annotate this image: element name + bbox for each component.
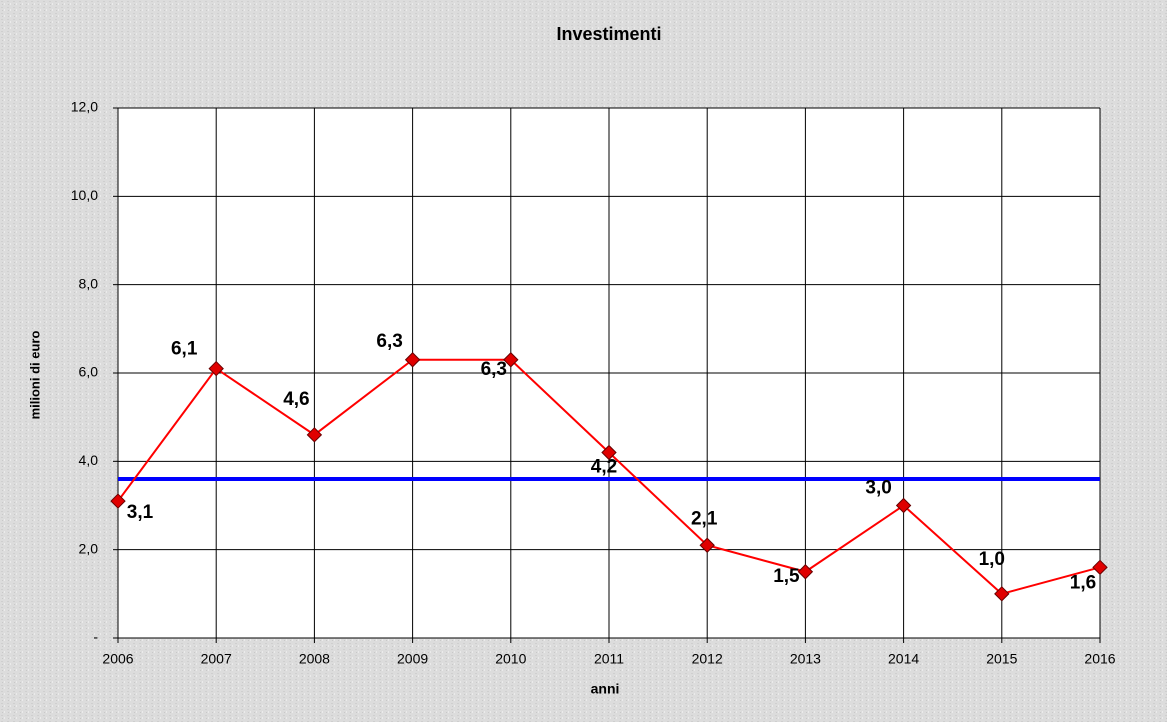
x-tick-label: 2013 (790, 651, 821, 667)
marker (503, 352, 519, 368)
marker (601, 444, 617, 461)
x-tick-label: 2012 (692, 651, 723, 667)
marker (895, 497, 912, 514)
value-label: 4,2 (591, 457, 617, 478)
y-tick-label: - (93, 629, 98, 645)
y-axis-label: milioni di euro (27, 331, 42, 420)
x-tick-label: 2007 (201, 651, 232, 667)
y-tick-label: 8,0 (79, 275, 99, 291)
x-tick-label: 2009 (397, 651, 428, 667)
x-axis-label: anni (591, 681, 620, 697)
x-tick-label: 2011 (594, 651, 624, 667)
value-label: 1,5 (773, 566, 800, 587)
value-label: 6,3 (376, 331, 402, 352)
y-tick-label: 10,0 (71, 187, 98, 203)
y-tick-label: 2,0 (79, 540, 99, 556)
value-label: 1,0 (979, 549, 1005, 570)
marker (404, 352, 421, 368)
marker (1092, 559, 1108, 576)
marker (306, 427, 323, 443)
x-tick-label: 2015 (986, 651, 1017, 667)
value-label: 6,1 (171, 339, 198, 360)
chart-title: Investimenti (556, 24, 661, 44)
value-label: 3,0 (865, 478, 891, 499)
value-label: 3,1 (127, 502, 154, 523)
x-tick-label: 2008 (299, 651, 330, 667)
y-tick-label: 6,0 (79, 364, 99, 380)
x-tick-label: 2010 (495, 651, 526, 667)
marker (208, 360, 224, 377)
marker (699, 537, 715, 553)
value-label: 2,1 (691, 508, 718, 529)
value-label: 6,3 (481, 359, 507, 380)
value-label: 4,6 (283, 389, 309, 410)
y-tick-label: 4,0 (79, 452, 99, 468)
x-tick-label: 2016 (1084, 651, 1115, 667)
marker (797, 564, 814, 580)
marker (994, 586, 1010, 602)
marker (110, 493, 126, 509)
x-tick-label: 2014 (888, 651, 919, 667)
value-label: 1,6 (1070, 572, 1096, 593)
y-tick-label: 12,0 (71, 99, 98, 115)
x-tick-label: 2006 (102, 651, 133, 667)
